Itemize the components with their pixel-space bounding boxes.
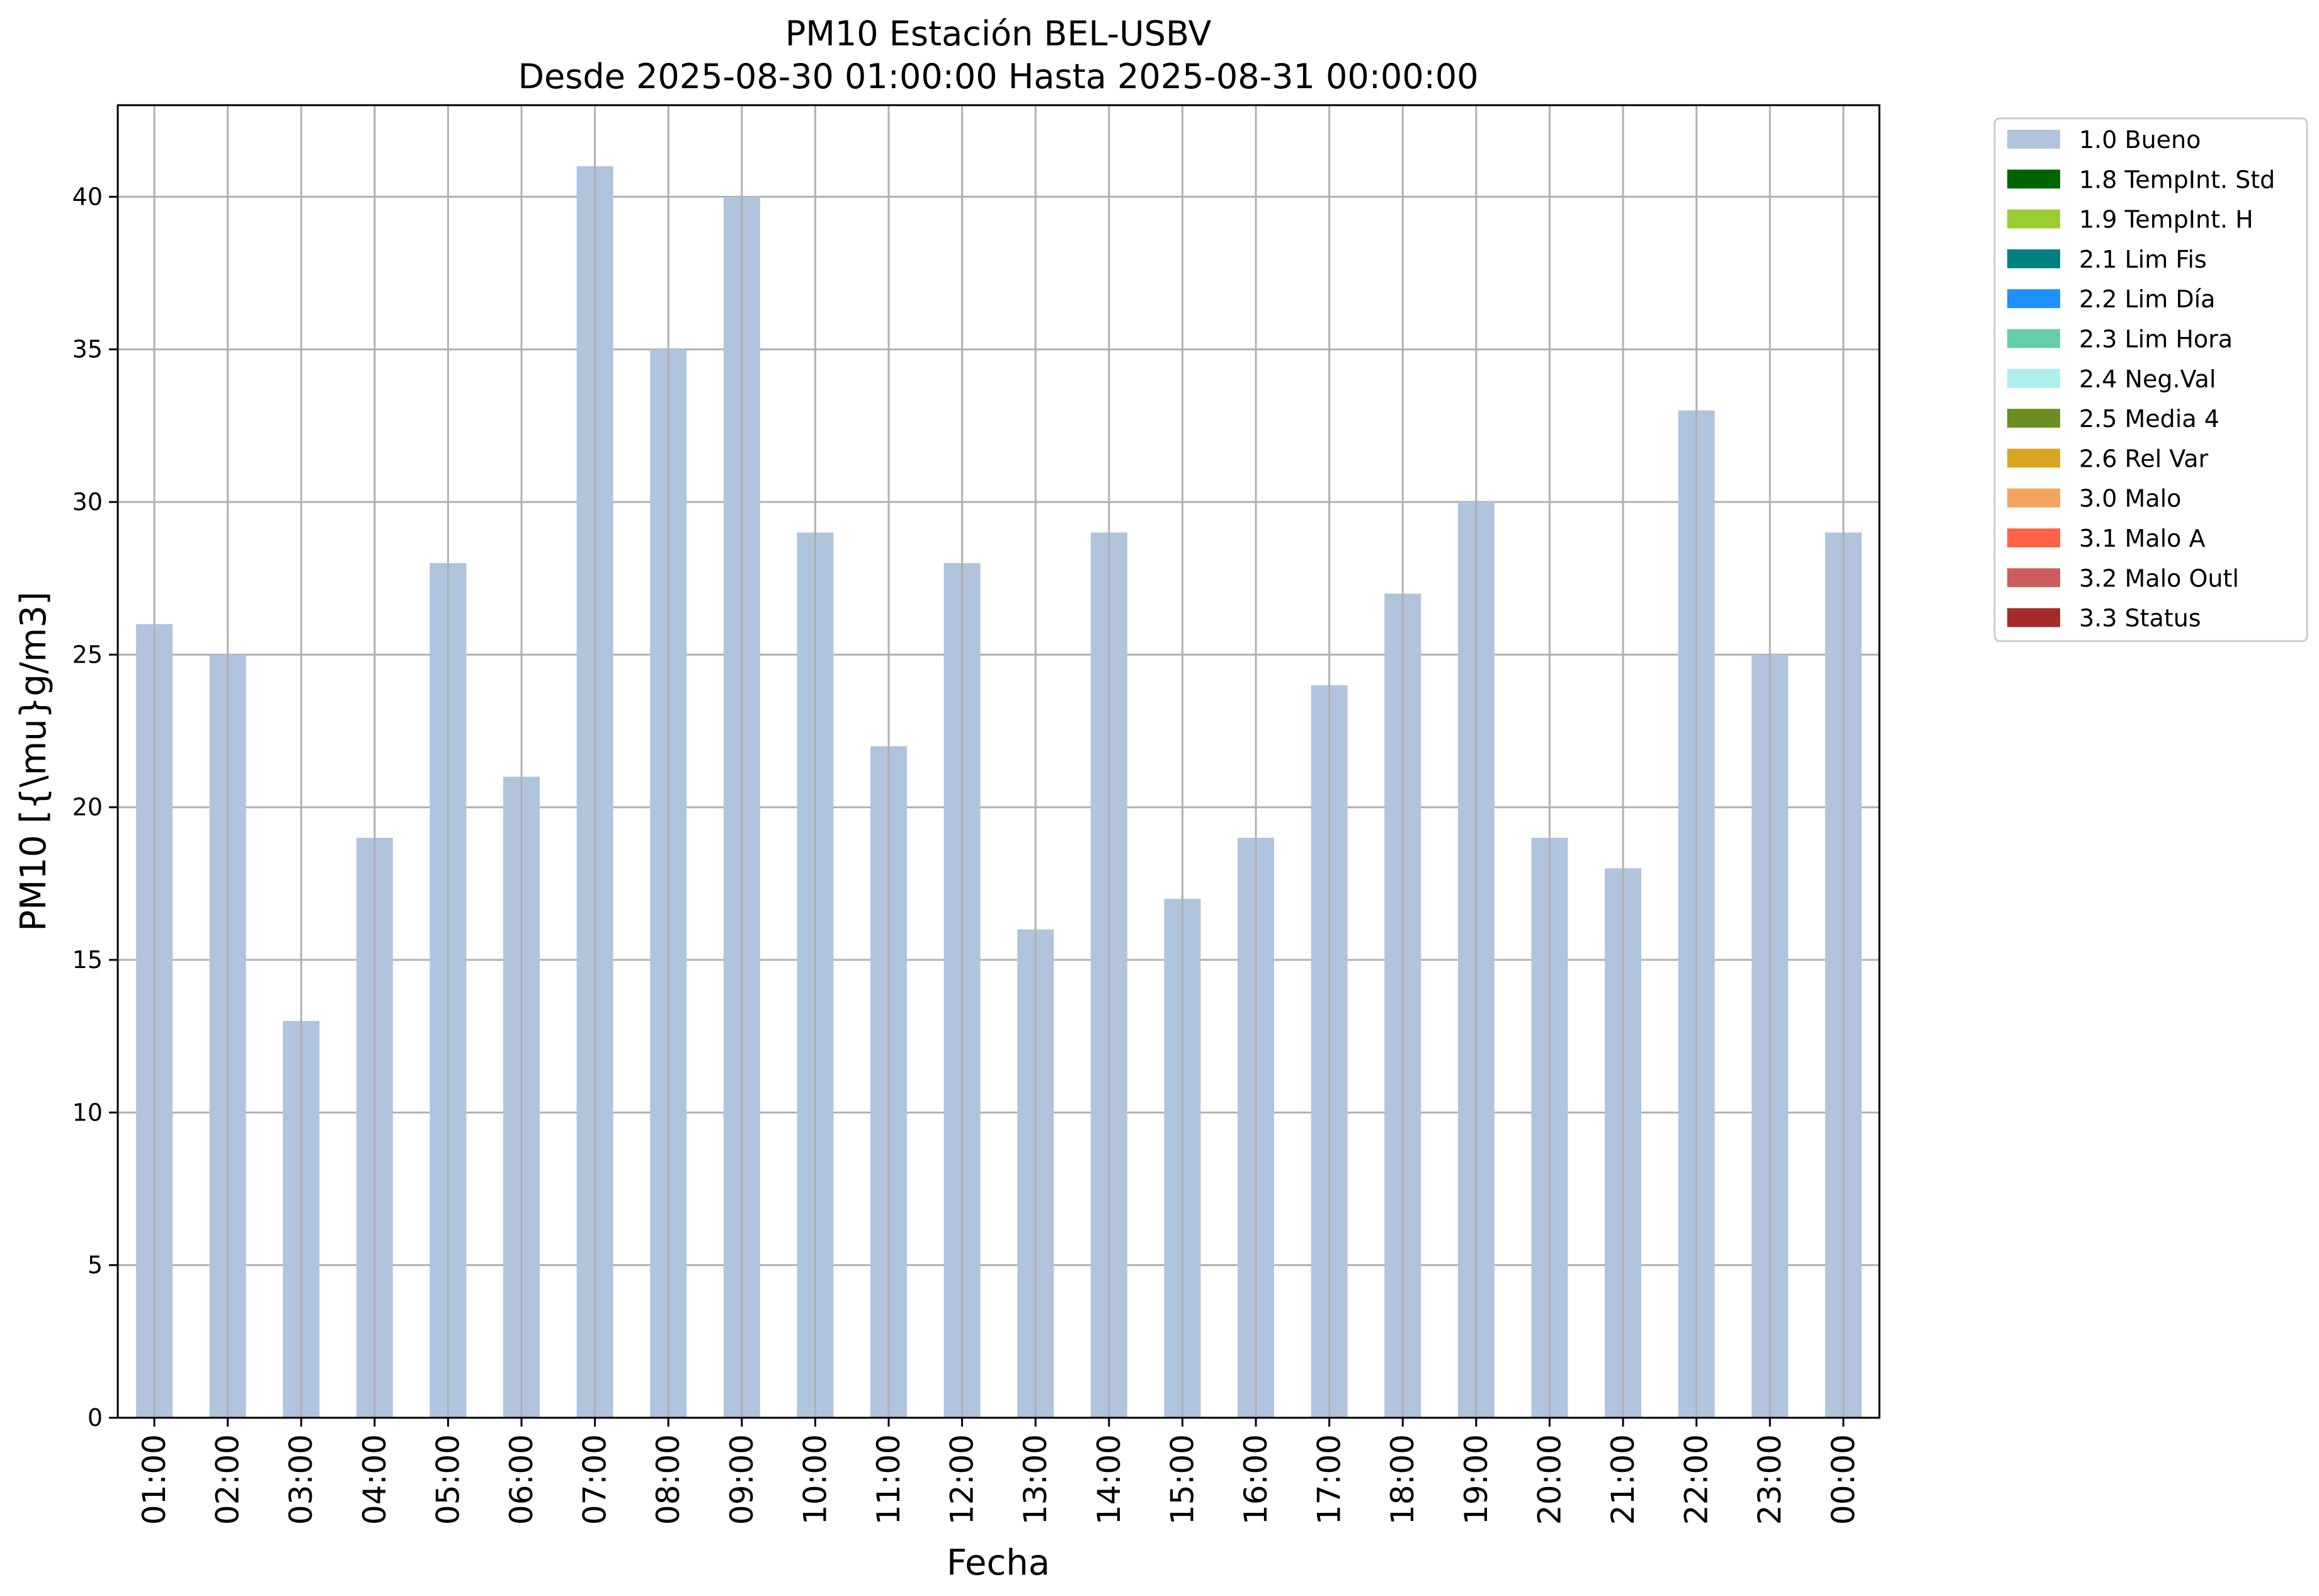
legend-swatch [2007,608,2060,627]
legend-swatch [2007,568,2060,588]
chart-title: PM10 Estación BEL-USBV [785,14,1212,54]
legend-label: 1.9 TempInt. H [2079,206,2253,234]
x-tick-label: 20:00 [1531,1434,1568,1525]
legend-label: 3.2 Malo Outl [2079,564,2239,592]
legend-swatch [2007,448,2060,468]
x-tick-label: 10:00 [797,1434,833,1525]
legend-label: 2.4 Neg.Val [2079,365,2216,393]
legend-label: 2.3 Lim Hora [2079,326,2233,353]
legend-label: 1.0 Bueno [2079,126,2201,154]
legend-label: 2.6 Rel Var [2079,445,2209,472]
legend-swatch [2007,209,2060,229]
legend-swatch [2007,130,2060,149]
y-tick-label: 15 [72,946,103,974]
plot-frame [117,104,1881,1419]
x-tick-label: 19:00 [1458,1434,1495,1525]
y-tick-label: 0 [88,1404,103,1432]
x-tick-label: 15:00 [1164,1434,1200,1525]
grid [118,195,1879,1419]
y-tick-label: 35 [72,336,103,363]
legend-swatch [2007,488,2060,508]
x-tick-label: 06:00 [503,1434,540,1525]
x-tick-label: 12:00 [944,1434,981,1525]
x-tick-label: 23:00 [1752,1434,1788,1525]
x-tick-label: 17:00 [1311,1434,1348,1525]
x-tick-label: 02:00 [210,1434,246,1525]
x-tick-label: 04:00 [356,1434,393,1525]
x-tick-label: 09:00 [724,1434,760,1525]
x-tick-label: 01:00 [136,1434,173,1525]
x-tick-label: 05:00 [430,1434,466,1525]
legend-swatch [2007,329,2060,348]
legend-swatch [2007,169,2060,189]
legend-frame [1993,117,2308,642]
x-tick-label: 08:00 [650,1434,687,1525]
legend-swatch [2007,289,2060,309]
x-tick-label: 13:00 [1017,1434,1054,1525]
y-tick-label: 25 [72,641,103,668]
chart-subtitle: Desde 2025-08-30 01:00:00 Hasta 2025-08-… [518,57,1478,96]
y-tick-label: 10 [72,1098,103,1126]
x-tick-label: 14:00 [1091,1434,1127,1525]
x-tick-label: 16:00 [1238,1434,1274,1525]
legend-label: 1.8 TempInt. Std [2079,166,2275,193]
x-tick-label: 07:00 [577,1434,613,1525]
legend-swatch [2007,249,2060,268]
x-tick-label: 00:00 [1825,1434,1862,1525]
legend: 1.0 Bueno 1.8 TempInt. Std 1.9 TempInt. H 2… [1993,117,2308,642]
x-tick-label: 22:00 [1678,1434,1715,1525]
x-tick-label: 18:00 [1384,1434,1421,1525]
x-axis: 01:00 02:00 03:00 04:00 05:00 06:00 07:00 08:00… [136,1418,1862,1525]
legend-label: 3.0 Malo [2079,485,2181,513]
y-tick-label: 40 [72,183,103,210]
legend-swatch [2007,409,2060,428]
x-axis-label: Fecha [947,1542,1050,1583]
y-axis-label: PM10 [{\mu}g/m3] [13,591,54,932]
x-tick-label: 03:00 [283,1434,319,1525]
legend-label: 2.5 Media 4 [2079,405,2219,433]
legend-label: 3.1 Malo A [2079,525,2205,552]
y-tick-label: 20 [72,794,103,821]
vertical-grid [153,105,1845,1418]
y-axis: 0 5 10 15 20 25 30 35 40 [72,183,118,1432]
y-tick-label: 30 [72,488,103,516]
legend-label: 2.1 Lim Fis [2079,246,2207,273]
legend-label: 3.3 Status [2079,605,2201,632]
y-tick-label: 5 [88,1251,103,1279]
x-tick-label: 11:00 [870,1434,907,1525]
legend-swatch [2007,368,2060,388]
legend-label: 2.2 Lim Día [2079,285,2215,313]
x-tick-label: 21:00 [1605,1434,1641,1525]
legend-swatch [2007,528,2060,547]
